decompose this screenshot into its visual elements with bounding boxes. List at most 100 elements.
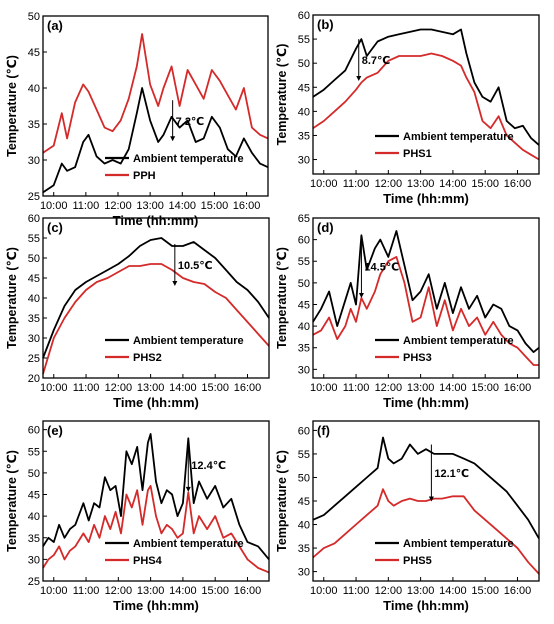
- x-tick-label: 16:00: [504, 178, 532, 190]
- legend-entry: Ambient temperature: [133, 538, 244, 550]
- y-axis-label: Temperature (℃): [275, 247, 289, 349]
- difference-annotation: 7.2℃: [176, 116, 205, 128]
- panel-label: (b): [317, 17, 334, 32]
- y-tick-label: 35: [28, 313, 40, 325]
- y-tick-label: 40: [28, 83, 40, 95]
- panel-b: 30 35 40 45 50 55 60 10:00 11:00 12:00 13:00 14:00 1…: [275, 10, 540, 206]
- series-line-ambient: [312, 28, 540, 146]
- arrow-head-icon: [356, 76, 362, 82]
- y-tick-label: 60: [28, 425, 40, 437]
- arrow-head-icon: [428, 496, 434, 502]
- y-tick-label: 25: [28, 191, 40, 203]
- y-tick-label: 65: [298, 213, 310, 225]
- x-axis-label: Time (hh:mm): [113, 395, 199, 410]
- panel-a: 25 30 35 40 45 50 10:00 11:00 12:00 13:00 14:00 15:…: [5, 11, 269, 228]
- y-tick-label: 30: [298, 155, 310, 167]
- series-line-pcm: [42, 263, 270, 375]
- y-tick-label: 55: [28, 446, 40, 458]
- series-line-ambient: [42, 87, 269, 194]
- series-line-pcm: [42, 484, 270, 574]
- y-tick-label: 35: [298, 343, 310, 355]
- legend-entry: PHS3: [403, 352, 432, 364]
- x-tick-label: 14:00: [169, 382, 197, 394]
- y-tick-label: 60: [28, 213, 40, 225]
- y-tick-label: 60: [298, 235, 310, 247]
- plot-frame: [42, 420, 270, 582]
- y-tick-label: 40: [298, 106, 310, 118]
- y-tick-label: 60: [298, 425, 310, 437]
- legend-entry: Ambient temperature: [403, 335, 514, 347]
- y-tick-label: 50: [298, 278, 310, 290]
- legend-entry: Ambient temperature: [403, 538, 514, 550]
- y-tick-label: 25: [28, 576, 40, 588]
- y-tick-label: 35: [28, 119, 40, 131]
- x-tick-label: 13:00: [407, 585, 435, 597]
- y-tick-label: 30: [28, 155, 40, 167]
- y-tick-label: 45: [28, 490, 40, 502]
- y-tick-label: 50: [298, 472, 310, 484]
- legend-entry: PPH: [133, 170, 156, 182]
- panel-label: (f): [317, 423, 330, 438]
- y-tick-label: 55: [28, 233, 40, 245]
- x-tick-label: 15:00: [201, 382, 229, 394]
- series-line-ambient: [42, 433, 270, 560]
- y-tick-label: 50: [28, 468, 40, 480]
- x-tick-label: 10:00: [40, 200, 68, 212]
- x-tick-label: 12:00: [105, 382, 133, 394]
- y-tick-label: 40: [28, 293, 40, 305]
- x-tick-label: 14:00: [169, 585, 197, 597]
- y-axis-label: Temperature (℃): [5, 55, 19, 157]
- series-line-ambient: [42, 237, 270, 359]
- x-tick-label: 10:00: [310, 585, 338, 597]
- x-tick-label: 10:00: [310, 178, 338, 190]
- y-tick-label: 35: [28, 533, 40, 545]
- x-tick-label: 12:00: [105, 585, 133, 597]
- legend-entry: PHS4: [133, 555, 163, 567]
- y-tick-label: 50: [298, 58, 310, 70]
- x-axis-label: Time (hh:mm): [113, 598, 199, 613]
- x-tick-label: 13:00: [137, 585, 165, 597]
- panel-label: (e): [47, 423, 63, 438]
- x-tick-label: 16:00: [234, 382, 262, 394]
- plot-frame: [42, 15, 269, 197]
- x-tick-label: 12:00: [375, 178, 403, 190]
- x-tick-label: 10:00: [40, 585, 68, 597]
- series-line-pcm: [312, 52, 540, 161]
- series-line-pcm: [312, 488, 540, 575]
- x-tick-label: 10:00: [310, 382, 338, 394]
- series-line-ambient: [312, 230, 540, 354]
- y-tick-label: 55: [298, 34, 310, 46]
- y-tick-label: 45: [28, 273, 40, 285]
- x-tick-label: 11:00: [72, 200, 99, 212]
- y-tick-label: 30: [28, 333, 40, 345]
- arrow-head-icon: [170, 136, 176, 142]
- x-tick-label: 15:00: [471, 382, 499, 394]
- x-tick-label: 16:00: [504, 585, 532, 597]
- difference-annotation: 10.5℃: [178, 260, 213, 272]
- x-tick-label: 12:00: [375, 382, 403, 394]
- plot-frame: [312, 14, 540, 175]
- y-tick-label: 50: [28, 11, 40, 23]
- x-tick-label: 11:00: [343, 585, 370, 597]
- x-tick-label: 16:00: [504, 382, 532, 394]
- panel-c: 20 25 30 35 40 45 50 55 60 10:00 11:00 12:00 13:00 14…: [5, 213, 270, 410]
- x-tick-label: 12:00: [104, 200, 132, 212]
- panel-label: (d): [317, 220, 334, 235]
- y-tick-label: 40: [298, 321, 310, 333]
- y-axis-label: Temperature (℃): [5, 247, 19, 349]
- panel-d: 30 35 40 45 50 55 60 65 10:00 11:00 12:00 13:00 14:0…: [275, 213, 540, 410]
- x-axis-label: Time (hh:mm): [113, 213, 199, 228]
- legend-entry: PHS5: [403, 555, 432, 567]
- x-tick-label: 14:00: [439, 178, 467, 190]
- x-tick-label: 15:00: [471, 585, 499, 597]
- x-tick-label: 11:00: [343, 178, 370, 190]
- y-tick-label: 30: [298, 567, 310, 579]
- legend-entry: PHS2: [133, 352, 162, 364]
- legend-entry: PHS1: [403, 148, 432, 160]
- x-tick-label: 15:00: [471, 178, 499, 190]
- x-tick-label: 16:00: [234, 585, 262, 597]
- x-tick-label: 15:00: [201, 585, 229, 597]
- series-line-ambient: [312, 436, 540, 540]
- y-tick-label: 30: [298, 364, 310, 376]
- x-tick-label: 12:00: [375, 585, 403, 597]
